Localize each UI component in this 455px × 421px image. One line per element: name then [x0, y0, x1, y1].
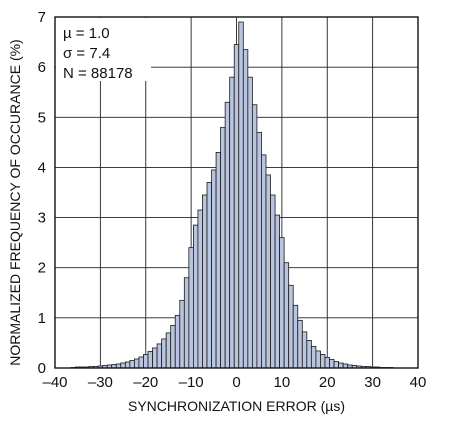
histogram-bar [138, 356, 144, 369]
histogram-bar [315, 350, 321, 369]
stats-box: µ = 1.0 σ = 7.4 N = 88178 [56, 18, 151, 82]
y-tick-label: 6 [38, 59, 46, 76]
histogram-bar [333, 361, 339, 369]
histogram-bar [297, 319, 303, 369]
stat-count: N = 88178 [63, 65, 133, 82]
histogram-bar [261, 154, 267, 369]
histogram-bar [301, 331, 308, 369]
histogram-bar [324, 357, 330, 369]
histogram-bar [306, 340, 312, 369]
histogram-bar [233, 44, 240, 369]
histogram-bar [202, 194, 208, 369]
x-tick-label: –40 [42, 374, 67, 391]
x-tick-label: 10 [274, 374, 291, 391]
histogram-bar [197, 209, 203, 369]
y-tick-label: 7 [38, 9, 46, 26]
x-tick-label: 20 [319, 374, 336, 391]
y-tick-label: 2 [38, 260, 46, 277]
histogram-bar [170, 324, 176, 369]
histogram-bar [188, 247, 194, 369]
x-axis-label: SYNCHRONIZATION ERROR (µs) [128, 398, 345, 414]
y-tick-label: 0 [38, 360, 46, 377]
y-tick-label: 1 [38, 310, 46, 327]
histogram-bar [274, 214, 281, 369]
histogram-bar [220, 126, 226, 369]
histogram-bar [283, 262, 290, 369]
histogram-bar [143, 354, 149, 369]
histogram-bar [310, 346, 317, 369]
y-tick-label: 4 [38, 159, 46, 176]
histogram-bar [242, 49, 249, 369]
plot-frame [54, 16, 419, 369]
x-tick-label: –30 [88, 374, 113, 391]
histogram-bar [165, 332, 172, 369]
y-tick-label: 3 [38, 210, 46, 227]
x-tick-label: 30 [364, 374, 381, 391]
histogram-bar [120, 362, 126, 369]
histogram-bar [229, 76, 235, 369]
tick-labels: –40 –30 –20 –10 0 10 20 30 40 0 1 2 3 4 5 6 7 [38, 9, 427, 391]
x-tick-label: –10 [179, 374, 204, 391]
histogram-bar [329, 359, 335, 369]
histogram-bar [174, 314, 181, 369]
histogram-bar [279, 237, 285, 369]
x-tick-label: 40 [410, 374, 427, 391]
y-tick-label: 5 [38, 109, 46, 126]
y-axis-label: NORMALIZED FREQUENCY OF OCCURANCE (%) [7, 39, 23, 365]
histogram-bar [224, 101, 231, 369]
histogram-bar [256, 131, 262, 369]
histogram-bar [134, 358, 140, 369]
histogram-bar [320, 354, 326, 369]
histogram-bar [183, 277, 190, 369]
x-tick-label: –20 [133, 374, 158, 391]
histogram-bar [265, 174, 271, 369]
histogram-bar [206, 182, 212, 369]
histogram-bar [288, 284, 294, 369]
histogram-bar [247, 76, 253, 369]
histogram-bar [338, 362, 344, 369]
histogram-bar [124, 361, 131, 369]
histogram-bar [152, 347, 158, 369]
histogram-bar [270, 194, 276, 369]
histogram-bar [192, 224, 199, 369]
histogram-bar [147, 351, 153, 369]
histogram-bar [161, 338, 167, 369]
histogram-bar [129, 360, 135, 369]
histogram-bar [179, 299, 185, 369]
histogram-bar [292, 304, 299, 369]
stat-sigma: σ = 7.4 [63, 45, 110, 62]
histogram-bar [156, 343, 163, 369]
stat-mean: µ = 1.0 [63, 25, 110, 42]
histogram-bar [211, 169, 217, 369]
histogram-bar [215, 151, 222, 369]
histogram-bar [238, 21, 244, 369]
histogram-bar [251, 104, 258, 369]
x-tick-label: 0 [232, 374, 240, 391]
stats-background [56, 18, 151, 81]
